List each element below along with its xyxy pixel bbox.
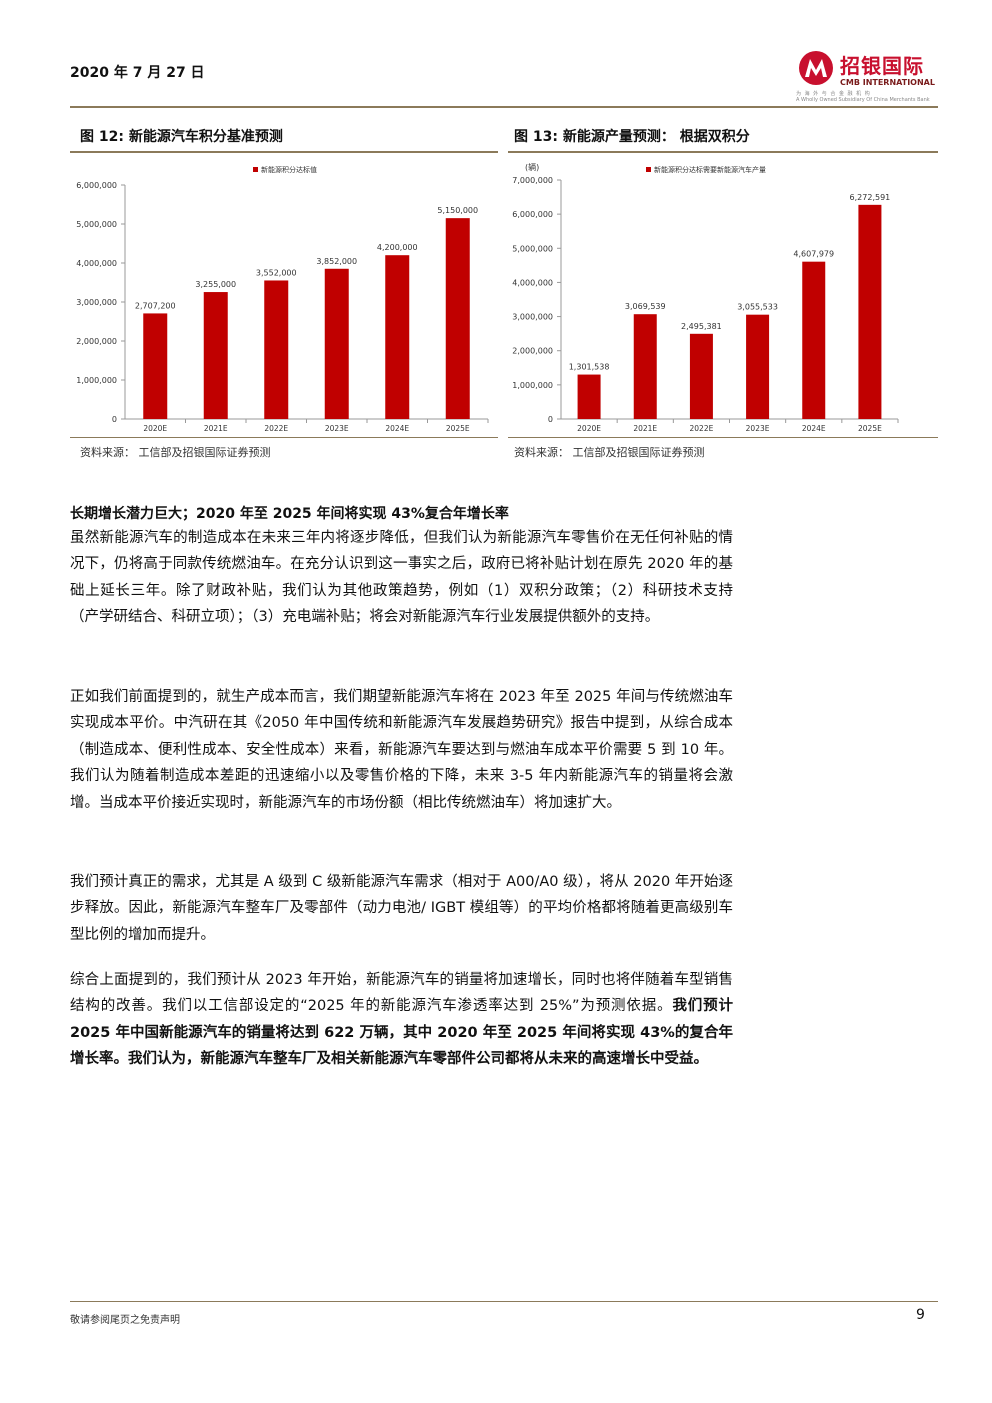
x-tick-label: 2025E: [446, 424, 470, 433]
bar: [264, 280, 289, 419]
legend-label: 新能源积分达标值: [261, 165, 317, 174]
y-tick-label: 1,000,000: [76, 376, 117, 385]
paragraph-1: 虽然新能源汽车的制造成本在未来三年内将逐步降低，但我们认为新能源汽车零售价在无任…: [70, 530, 733, 626]
paragraph-4-text: 综合上面提到的，我们预计从 2023 年开始，新能源汽车的销量将加速增长，同时也…: [70, 972, 733, 1015]
bar: [577, 374, 601, 419]
y-tick-label: 0: [548, 415, 553, 424]
bar: [203, 292, 228, 419]
x-tick-label: 2022E: [690, 424, 714, 433]
y-tick-label: 3,000,000: [512, 313, 553, 322]
figure12-bottom-rule: [70, 437, 498, 438]
x-tick-label: 2020E: [143, 424, 167, 433]
y-axis-label: (辆): [525, 162, 539, 172]
bar: [143, 313, 168, 419]
logo-tagline-en: A Wholly Owned Subsidiary Of China Merch…: [796, 97, 930, 103]
bar: [858, 204, 882, 419]
data-label: 3,255,000: [195, 280, 236, 289]
figure13-chart: 0 1,000,000 2,000,000 3,000,000 4,000,000 5,0…: [512, 162, 899, 433]
data-label: 2,707,200: [135, 301, 176, 310]
legend-label: 新能源积分达标需要新能源汽车产量: [654, 165, 766, 174]
x-tick-label: 2024E: [385, 424, 409, 433]
paragraph-4: 综合上面提到的，我们预计从 2023 年开始，新能源汽车的销量将加速增长，同时也…: [70, 967, 733, 1073]
x-tick-label: 2023E: [746, 424, 770, 433]
bar: [746, 314, 770, 419]
legend-swatch: [253, 167, 258, 172]
footer-divider: [70, 1301, 938, 1302]
logo-tagline-cn: 为 海 外 与 合 金 融 机 构: [796, 91, 871, 97]
legend-swatch: [646, 167, 651, 172]
bar: [802, 261, 826, 419]
bar: [324, 268, 349, 419]
data-label: 5,150,000: [437, 206, 478, 215]
x-tick-label: 2021E: [633, 424, 657, 433]
figure13-top-rule: [508, 151, 938, 153]
data-label: 6,272,591: [850, 193, 891, 202]
figure12-source: 资料来源： 工信部及招银国际证券预测: [80, 446, 271, 459]
y-tick-label: 0: [112, 415, 117, 424]
x-tick-label: 2025E: [858, 424, 882, 433]
paragraph-3: 我们预计真正的需求，尤其是 A 级到 C 级新能源汽车需求（相对于 A00/A0…: [70, 874, 733, 943]
bar: [385, 255, 410, 419]
paragraph-2: 正如我们前面提到的，就生产成本而言，我们期望新能源汽车将在 2023 年至 20…: [70, 689, 733, 811]
figure12-top-rule: [70, 151, 498, 153]
data-label: 4,200,000: [377, 243, 418, 252]
logo-english-name: CMB INTERNATIONAL: [840, 78, 935, 87]
data-label: 3,852,000: [316, 257, 357, 266]
header-divider: [70, 106, 938, 108]
y-tick-label: 6,000,000: [76, 181, 117, 190]
footer-disclaimer: 敬请参阅尾页之免责声明: [70, 1315, 180, 1326]
figure12-chart: 0 1,000,000 2,000,000 3,000,000 4,000,000 5,0…: [76, 165, 489, 433]
data-label: 2,495,381: [681, 322, 722, 331]
y-tick-label: 6,000,000: [512, 210, 553, 219]
y-tick-label: 2,000,000: [512, 347, 553, 356]
y-tick-label: 3,000,000: [76, 298, 117, 307]
page-number: 9: [916, 1307, 925, 1323]
data-label: 3,552,000: [256, 268, 297, 277]
x-tick-label: 2020E: [577, 424, 601, 433]
x-tick-label: 2023E: [325, 424, 349, 433]
x-tick-label: 2024E: [802, 424, 826, 433]
figure13-title: 图 13: 新能源产量预测： 根据双积分: [514, 129, 750, 145]
y-tick-label: 2,000,000: [76, 337, 117, 346]
y-tick-label: 1,000,000: [512, 381, 553, 390]
logo-chinese-name: 招银国际: [840, 54, 924, 78]
bar: [633, 314, 657, 419]
data-label: 3,069,539: [625, 302, 666, 311]
figure13-bottom-rule: [508, 437, 938, 438]
y-tick-label: 5,000,000: [512, 244, 553, 253]
section-heading: 长期增长潜力巨大；2020 年至 2025 年间将实现 43%复合年增长率: [70, 506, 509, 522]
report-date: 2020 年 7 月 27 日: [70, 65, 205, 81]
x-tick-label: 2022E: [264, 424, 288, 433]
data-label: 1,301,538: [569, 363, 610, 372]
y-tick-label: 4,000,000: [512, 278, 553, 287]
y-tick-label: 7,000,000: [512, 176, 553, 185]
y-tick-label: 4,000,000: [76, 259, 117, 268]
company-logo: 招银国际 CMB INTERNATIONAL 为 海 外 与 合 金 融 机 构…: [796, 48, 946, 104]
x-tick-label: 2021E: [204, 424, 228, 433]
cmb-logo-icon: [799, 51, 833, 85]
paragraph-4-bold-conclusion: 我们预计 2025 年中国新能源汽车的销量将达到 622 万辆，其中 2020 …: [70, 998, 734, 1068]
figure13-source: 资料来源： 工信部及招银国际证券预测: [514, 446, 705, 459]
bar: [445, 218, 470, 419]
y-tick-label: 5,000,000: [76, 220, 117, 229]
data-label: 4,607,979: [793, 250, 834, 259]
data-label: 3,055,533: [737, 303, 778, 312]
figure12-title: 图 12: 新能源汽车积分基准预测: [80, 129, 283, 145]
bar: [689, 333, 713, 419]
